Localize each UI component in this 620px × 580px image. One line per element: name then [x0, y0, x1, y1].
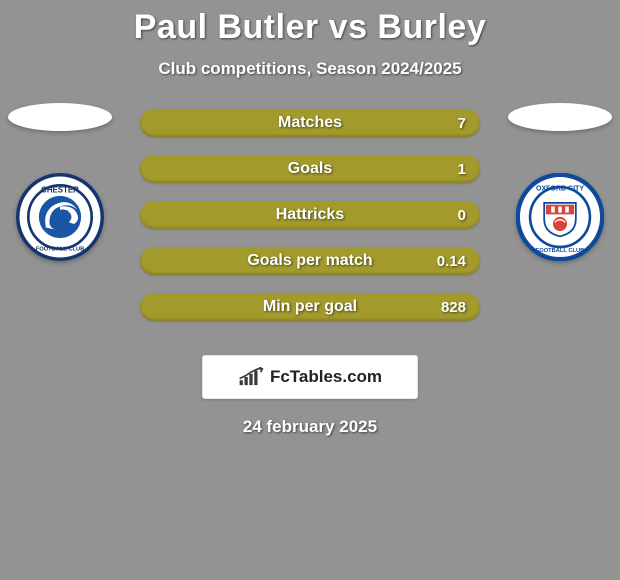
stat-value: 0	[458, 201, 466, 229]
fctables-logo-icon	[238, 367, 264, 387]
stat-bar-goals: Goals 1	[140, 155, 480, 183]
subtitle: Club competitions, Season 2024/2025	[0, 59, 620, 79]
stat-bar-goals-per-match: Goals per match 0.14	[140, 247, 480, 275]
stat-label: Goals	[140, 155, 480, 183]
stat-bar-matches: Matches 7	[140, 109, 480, 137]
footer-date: 24 february 2025	[0, 417, 620, 437]
chester-badge-icon: CHESTER FOOTBALL CLUB	[16, 173, 104, 261]
stat-label: Hattricks	[140, 201, 480, 229]
stat-label: Matches	[140, 109, 480, 137]
svg-text:CHESTER: CHESTER	[41, 185, 79, 194]
player-portrait-placeholder-left	[8, 103, 112, 131]
player-portrait-placeholder-right	[508, 103, 612, 131]
chester-club-badge: CHESTER FOOTBALL CLUB	[16, 173, 104, 261]
stat-bar-hattricks: Hattricks 0	[140, 201, 480, 229]
comparison-card: Paul Butler vs Burley Club competitions,…	[0, 0, 620, 580]
page-title: Paul Butler vs Burley	[0, 8, 620, 47]
brand-badge: FcTables.com	[202, 355, 418, 399]
svg-text:OXFORD CITY: OXFORD CITY	[536, 186, 584, 193]
content-area: CHESTER FOOTBALL CLUB OXFORD CITY FOOTBA…	[0, 109, 620, 339]
stat-value: 1	[458, 155, 466, 183]
stat-label: Goals per match	[140, 247, 480, 275]
stat-label: Min per goal	[140, 293, 480, 321]
stat-value: 828	[441, 293, 466, 321]
stat-value: 7	[458, 109, 466, 137]
oxford-city-club-badge: OXFORD CITY FOOTBALL CLUB	[516, 173, 604, 261]
stat-bar-min-per-goal: Min per goal 828	[140, 293, 480, 321]
svg-text:FOOTBALL CLUB: FOOTBALL CLUB	[536, 248, 585, 254]
stats-bars: Matches 7 Goals 1 Hattricks 0 Goals per …	[140, 109, 480, 339]
left-player-column: CHESTER FOOTBALL CLUB	[0, 109, 120, 261]
right-player-column: OXFORD CITY FOOTBALL CLUB	[500, 109, 620, 261]
stat-value: 0.14	[437, 247, 466, 275]
oxford-city-badge-icon: OXFORD CITY FOOTBALL CLUB	[516, 173, 604, 261]
brand-text: FcTables.com	[270, 367, 382, 387]
svg-text:FOOTBALL CLUB: FOOTBALL CLUB	[36, 246, 85, 252]
